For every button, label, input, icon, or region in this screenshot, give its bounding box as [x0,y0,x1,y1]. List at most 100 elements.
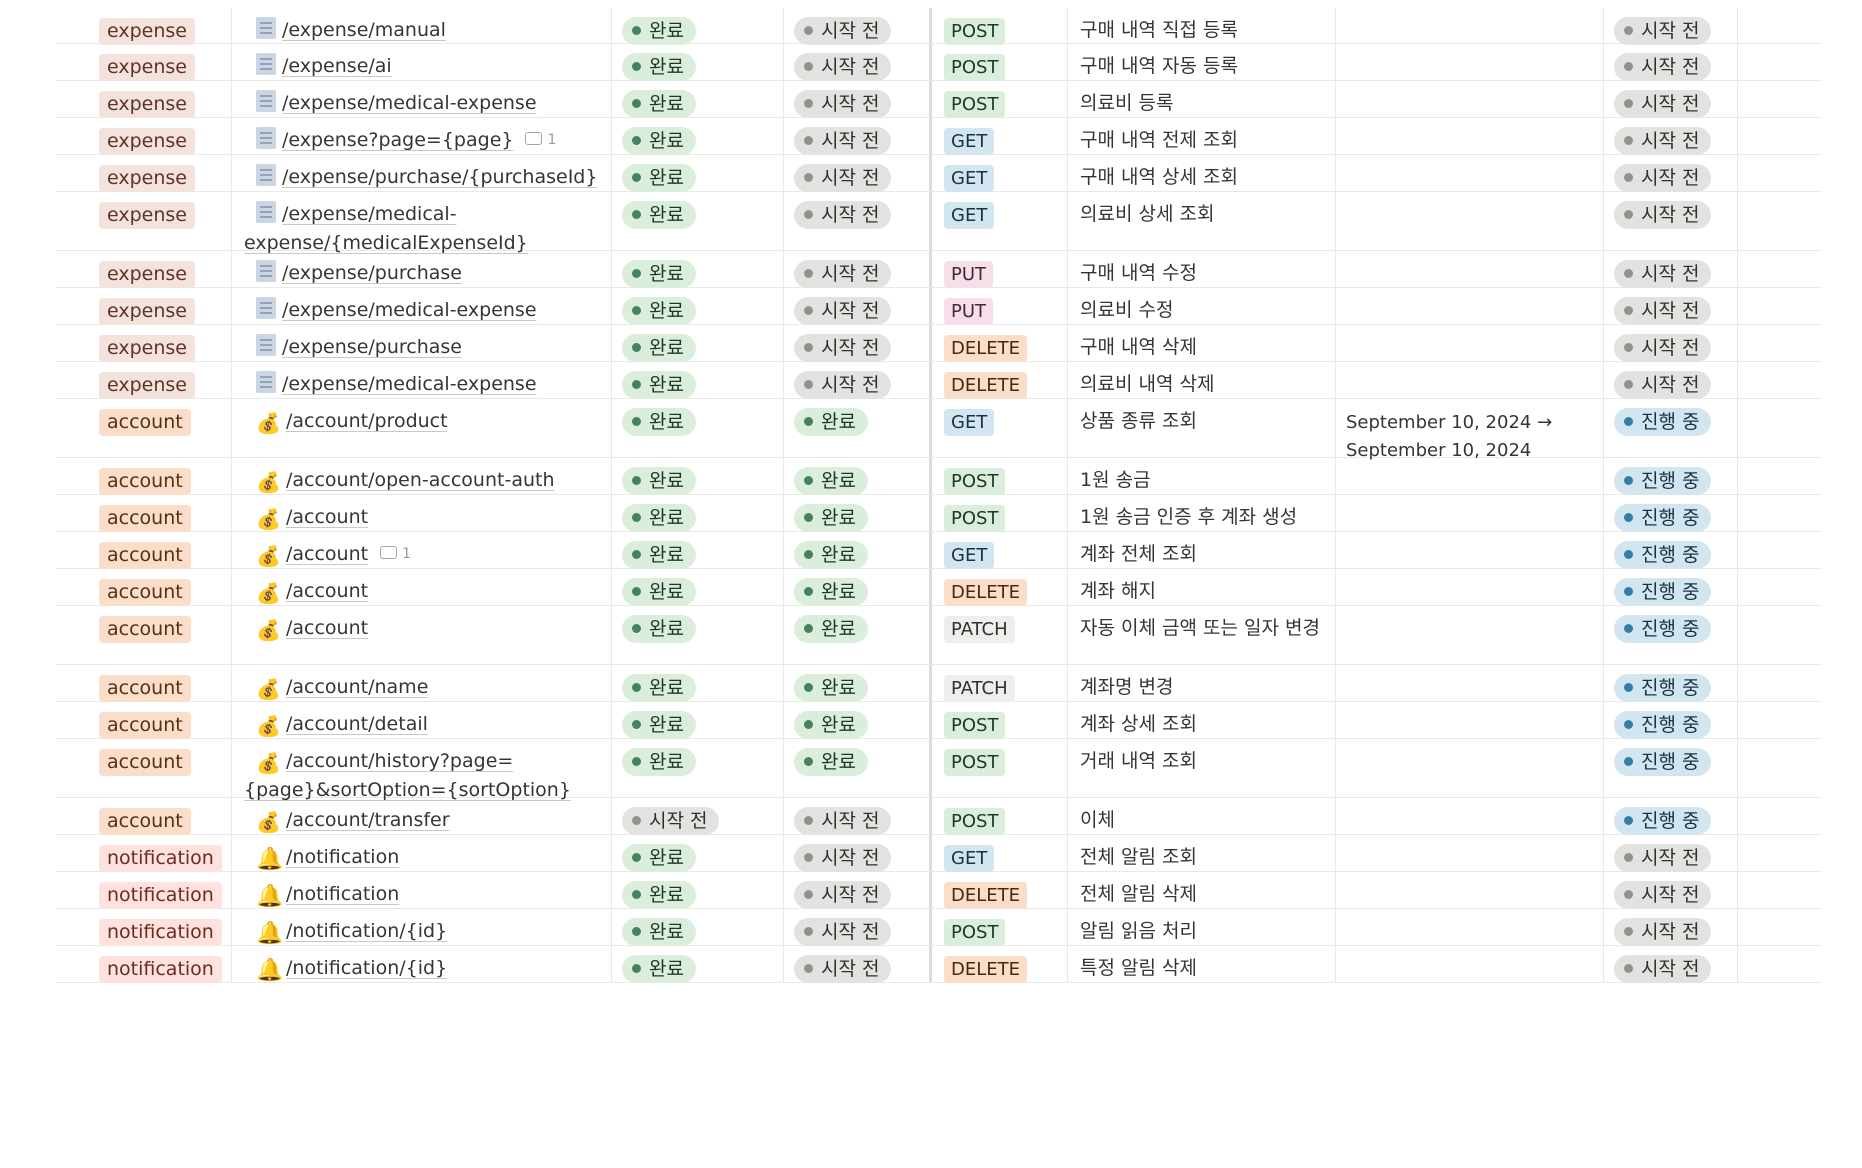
endpoint-link[interactable]: /expense/purchase [282,262,462,284]
status-pill-b-cell[interactable]: 시작 전 [784,8,932,45]
status-pill-b-cell[interactable]: 시작 전 [784,362,932,399]
endpoint-cell[interactable]: /expense/medical-expense [232,288,612,324]
description-cell[interactable]: 전체 알림 조회 [1068,835,1336,871]
description-cell[interactable]: 계좌 상세 조회 [1068,702,1336,738]
status-pill-b-cell[interactable]: 시작 전 [784,835,932,872]
status-pill-b[interactable]: 시작 전 [794,297,892,325]
overall-status-cell[interactable]: 시작 전 [1604,155,1738,192]
endpoint-cell[interactable]: /expense/medical-expense [232,81,612,117]
date-cell[interactable] [1336,909,1604,945]
status-pill-a-cell[interactable]: 완료 [612,458,784,495]
http-method-tag[interactable]: POST [944,749,1006,776]
date-cell[interactable] [1336,81,1604,117]
overall-status-cell[interactable]: 시작 전 [1604,325,1738,362]
status-pill-b[interactable]: 시작 전 [794,127,892,155]
empty-cell[interactable] [1738,872,1822,908]
status-pill-b[interactable]: 완료 [794,467,868,495]
overall-status-pill[interactable]: 진행 중 [1614,541,1712,569]
category-tag[interactable]: expense [99,91,195,118]
category-cell[interactable]: account [56,399,232,457]
endpoint-link[interactable]: /expense/manual [282,19,446,41]
overall-status-cell[interactable]: 진행 중 [1604,495,1738,532]
category-cell[interactable]: expense [56,118,232,155]
status-pill-b-cell[interactable]: 시작 전 [784,872,932,909]
overall-status-cell[interactable]: 시작 전 [1604,118,1738,155]
status-pill-a[interactable]: 완료 [622,53,696,81]
status-pill-a[interactable]: 완료 [622,90,696,118]
endpoint-link[interactable]: /notification [286,846,400,868]
overall-status-cell[interactable]: 진행 중 [1604,702,1738,739]
status-pill-b[interactable]: 시작 전 [794,371,892,399]
overall-status-pill[interactable]: 진행 중 [1614,748,1712,776]
overall-status-pill[interactable]: 시작 전 [1614,127,1712,155]
method-cell[interactable]: GET [932,399,1068,457]
overall-status-pill[interactable]: 진행 중 [1614,711,1712,739]
status-pill-a[interactable]: 완료 [622,297,696,325]
status-pill-b[interactable]: 시작 전 [794,881,892,909]
status-pill-a[interactable]: 완료 [622,201,696,229]
endpoint-link[interactable]: /account/open-account-auth [286,469,555,491]
method-cell[interactable]: GET [932,192,1068,250]
description-cell[interactable]: 계좌명 변경 [1068,665,1336,701]
method-cell[interactable]: GET [932,155,1068,192]
status-pill-a-cell[interactable]: 완료 [612,835,784,872]
category-tag[interactable]: notification [99,845,222,872]
category-tag[interactable]: account [99,675,191,702]
description-cell[interactable]: 계좌 해지 [1068,569,1336,605]
status-pill-a[interactable]: 완료 [622,918,696,946]
method-cell[interactable]: DELETE [932,569,1068,606]
comment-count[interactable]: 1 [380,540,411,569]
status-pill-a[interactable]: 완료 [622,711,696,739]
description-cell[interactable]: 구매 내역 전제 조회 [1068,118,1336,154]
status-pill-b[interactable]: 완료 [794,578,868,606]
overall-status-cell[interactable]: 시작 전 [1604,81,1738,118]
category-cell[interactable]: expense [56,44,232,81]
endpoint-cell[interactable]: 💰/account/history?page={page}&sortOption… [232,739,612,801]
description-cell[interactable]: 거래 내역 조회 [1068,739,1336,797]
overall-status-cell[interactable]: 시작 전 [1604,288,1738,325]
empty-cell[interactable] [1738,192,1822,250]
endpoint-cell[interactable]: 🔔/notification [232,835,612,872]
endpoint-link[interactable]: /expense/medical-expense [282,92,537,114]
method-cell[interactable]: DELETE [932,872,1068,909]
overall-status-pill[interactable]: 진행 중 [1614,807,1712,835]
status-pill-a[interactable]: 완료 [622,881,696,909]
date-cell[interactable] [1336,606,1604,664]
http-method-tag[interactable]: POST [944,54,1006,81]
endpoint-cell[interactable]: /expense/medical-expense/{medicalExpense… [232,192,612,254]
overall-status-cell[interactable]: 진행 중 [1604,606,1738,664]
status-pill-a-cell[interactable]: 완료 [612,8,784,45]
empty-cell[interactable] [1738,909,1822,945]
category-tag[interactable]: account [99,808,191,835]
endpoint-link[interactable]: /expense/purchase/{purchaseId} [282,166,598,188]
overall-status-cell[interactable]: 시작 전 [1604,362,1738,399]
category-cell[interactable]: expense [56,8,232,45]
status-pill-b-cell[interactable]: 시작 전 [784,909,932,946]
status-pill-b-cell[interactable]: 완료 [784,399,932,457]
status-pill-a[interactable]: 완료 [622,955,696,983]
empty-cell[interactable] [1738,798,1822,834]
empty-cell[interactable] [1738,155,1822,191]
category-tag[interactable]: expense [99,128,195,155]
overall-status-cell[interactable]: 시작 전 [1604,192,1738,250]
date-cell[interactable] [1336,8,1604,43]
category-tag[interactable]: expense [99,372,195,399]
status-pill-b[interactable]: 시작 전 [794,844,892,872]
status-pill-a-cell[interactable]: 완료 [612,325,784,362]
status-pill-b[interactable]: 시작 전 [794,807,892,835]
category-cell[interactable]: notification [56,835,232,872]
http-method-tag[interactable]: GET [944,128,995,155]
http-method-tag[interactable]: PUT [944,261,994,288]
http-method-tag[interactable]: POST [944,468,1006,495]
category-tag[interactable]: expense [99,335,195,362]
comment-count[interactable]: 1 [525,126,556,155]
status-pill-a[interactable]: 완료 [622,578,696,606]
http-method-tag[interactable]: POST [944,919,1006,946]
status-pill-b-cell[interactable]: 시작 전 [784,192,932,250]
category-cell[interactable]: account [56,569,232,606]
category-cell[interactable]: account [56,739,232,797]
endpoint-cell[interactable]: 💰/account/product [232,399,612,457]
method-cell[interactable]: POST [932,909,1068,946]
empty-cell[interactable] [1738,325,1822,361]
category-tag[interactable]: expense [99,165,195,192]
